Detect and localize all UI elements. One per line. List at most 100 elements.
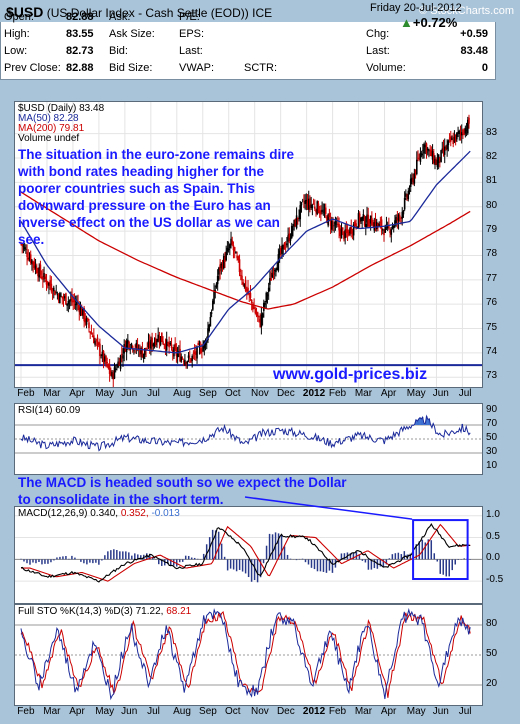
rsi-y-axis: 10 30 50 70 90 <box>482 403 518 473</box>
x-tick-label: Aug <box>173 706 191 717</box>
price-panel: $USD (Daily) 83.48 MA(50) 82.28 MA(200) … <box>14 101 483 388</box>
y-tick-label: 75 <box>486 321 498 333</box>
quote-label: Low: <box>4 45 28 57</box>
quote-label: High: <box>4 28 30 40</box>
change-pct: ▲+0.72% <box>400 15 458 30</box>
sto-d-line <box>20 611 471 698</box>
x-tick-label: Jul <box>458 706 472 717</box>
ma200-line <box>20 191 471 310</box>
y-tick-label: 82 <box>486 151 498 163</box>
x-tick-label: Jun <box>121 388 138 399</box>
x-tick-label: Jun <box>121 706 138 717</box>
x-tick-label: May <box>406 388 426 399</box>
x-tick-label: Mar <box>43 388 61 399</box>
quote-label: Ask Size: <box>109 28 155 40</box>
x-tick-label: Mar <box>43 706 61 717</box>
y-tick-label: 80 <box>486 199 498 211</box>
macd-title: MACD(12,26,9) 0.340, 0.352, -0.013 <box>18 508 180 519</box>
annotation-line: The situation in the euro-zone remains d… <box>18 147 295 162</box>
price-y-axis: 73 74 75 76 77 78 79 80 81 82 83 <box>482 101 518 386</box>
y-tick-label: 81 <box>486 175 498 187</box>
quote-label: EPS: <box>179 28 205 40</box>
price-chart <box>15 102 482 388</box>
y-tick-label: 77 <box>486 272 498 284</box>
quote-value: 82.88 <box>66 62 94 74</box>
x-tick-label: Mar <box>354 706 373 717</box>
y-tick-label: 20 <box>486 678 498 689</box>
watermark: www.gold-prices.biz <box>273 366 428 383</box>
annotation-line: to consolidate in the short term. <box>18 492 224 507</box>
quote-value: 0 <box>481 62 488 74</box>
quote-value: 82.73 <box>66 45 94 57</box>
x-tick-label: Feb <box>17 388 35 399</box>
up-arrow-icon: ▲ <box>400 15 413 30</box>
x-tick-label: Mar <box>354 388 373 399</box>
y-tick-label: 50 <box>486 648 498 659</box>
x-tick-label: Nov <box>250 388 269 399</box>
rsi-chart <box>15 414 482 454</box>
x-tick-label: Jul <box>458 388 472 399</box>
macd-signal-line <box>21 523 471 582</box>
quote-date: Friday 20-Jul-2012 <box>370 2 462 14</box>
x-tick-label: Jul <box>147 388 160 399</box>
x-tick-label: Feb <box>328 388 347 399</box>
x-tick-label: Nov <box>250 706 269 717</box>
chart-title: $USD (US Dollar Index - Cash Settle (EOD… <box>6 4 272 20</box>
quote-label: Prev Close: <box>4 62 61 74</box>
x-tick-label: May <box>95 388 115 399</box>
macd-chart <box>15 515 482 583</box>
y-tick-label: 73 <box>486 370 498 382</box>
sto-chart <box>15 607 482 701</box>
x-tick-label: Apr <box>69 388 85 399</box>
y-tick-label: 76 <box>486 297 498 309</box>
sto-panel: Full STO %K(14,3) %D(3) 71.22, 68.21 <box>14 604 483 706</box>
x-tick-label: Sep <box>199 706 217 717</box>
exchange: ICE <box>252 6 273 20</box>
quote-label: SCTR: <box>244 62 277 74</box>
quote-value: 82.88 <box>66 11 94 23</box>
y-tick-label: 70 <box>486 418 498 429</box>
x-tick-label: May <box>95 706 115 717</box>
x-tick-label: Jul <box>147 706 160 717</box>
quote-label: Bid: <box>109 45 128 57</box>
symbol: $USD <box>6 4 44 20</box>
x-tick-label: Apr <box>380 388 397 399</box>
x-tick-label: Feb <box>328 706 347 717</box>
chart-header <box>0 0 520 22</box>
x-tick-label: 2012 <box>302 706 326 717</box>
quote-label: Open: <box>4 11 34 23</box>
x-axis-top: Feb Mar Apr May Jun Jul Aug Sep Oct Nov Dec 2012 Feb… <box>14 388 481 402</box>
quote-label: Bid Size: <box>109 62 153 74</box>
macd-y-axis: -0.5 0.0 0.5 1.0 <box>482 506 518 602</box>
x-tick-label: Apr <box>69 706 85 717</box>
annotation-line: with bond rates heading higher for the <box>18 164 265 179</box>
x-tick-label: Apr <box>380 706 397 717</box>
x-tick-label: Dec <box>276 388 295 399</box>
x-tick-label: Feb <box>17 706 35 717</box>
y-tick-label: 10 <box>486 460 498 471</box>
x-tick-label: Sep <box>199 388 217 399</box>
x-tick-label: Oct <box>225 706 241 717</box>
price-annotation: The situation in the euro-zone remains d… <box>18 146 294 248</box>
macd-highlight-box <box>412 519 469 581</box>
volume-legend: Volume undef <box>18 133 80 144</box>
y-tick-label: 1.0 <box>486 508 500 520</box>
x-tick-label: Aug <box>173 388 191 399</box>
quote-value: 83.48 <box>460 45 488 57</box>
ma200-legend: MA(200) 79.81 <box>18 123 85 134</box>
x-tick-label: Jun <box>432 706 449 717</box>
annotation-line: The MACD is headed south so we expect th… <box>18 475 347 490</box>
x-tick-label: Jun <box>432 388 449 399</box>
quote-label: Last: <box>366 45 390 57</box>
y-tick-label: 50 <box>486 432 498 443</box>
sto-k-line <box>20 607 471 701</box>
y-tick-label: 80 <box>486 618 498 629</box>
sto-y-axis: 20 50 80 <box>482 604 518 704</box>
stockcharts-logo: © StockCharts.com <box>419 5 514 17</box>
sto-title: Full STO %K(14,3) %D(3) 71.22, 68.21 <box>18 606 192 617</box>
ma50-legend: MA(50) 82.28 <box>18 113 79 124</box>
y-tick-label: 78 <box>486 248 498 260</box>
y-tick-label: 0.0 <box>486 552 500 564</box>
macd-panel: MACD(12,26,9) 0.340, 0.352, -0.013 <box>14 506 483 604</box>
x-axis-bottom: Feb Mar Apr May Jun Jul Aug Sep Oct Nov Dec 2012 Feb… <box>14 706 481 720</box>
